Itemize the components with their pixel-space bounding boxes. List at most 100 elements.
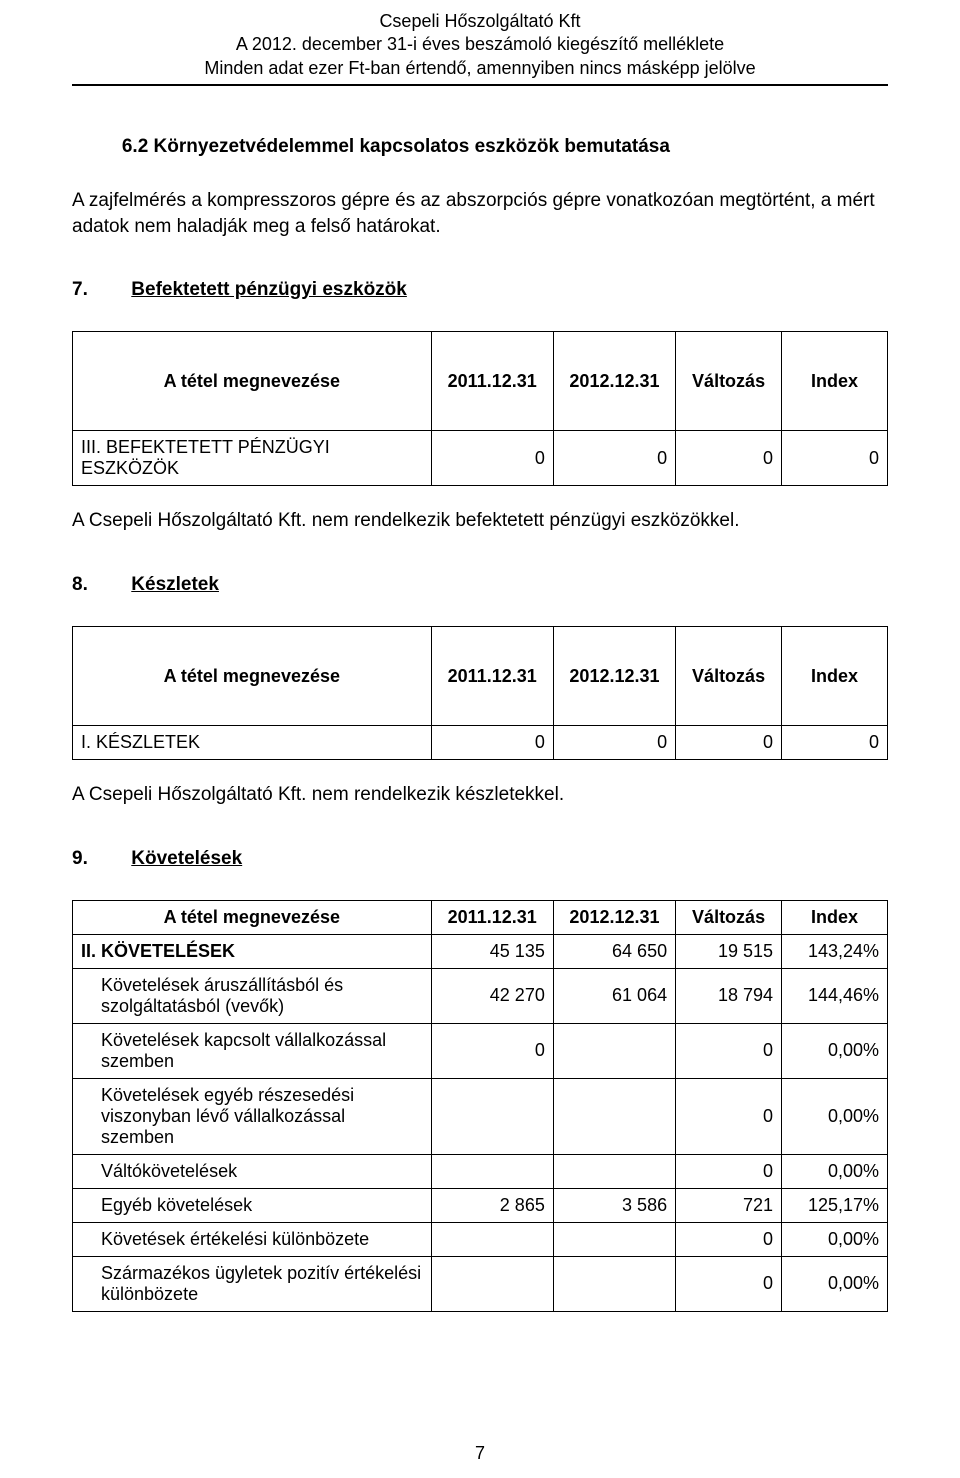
table-row: I. KÉSZLETEK 0 0 0 0 [73,726,888,760]
section-7-title: 7. Befektetett pénzügyi eszközök [72,279,888,301]
table-row: Követelések áruszállításból és szolgálta… [73,968,888,1023]
cell-value: 45 135 [431,934,553,968]
table-row: Váltókövetelések 00,00% [73,1154,888,1188]
cell-value: 61 064 [553,968,675,1023]
cell-label: Követések értékelési különbözete [73,1222,432,1256]
cell-value: 0,00% [782,1154,888,1188]
cell-value [431,1256,553,1311]
cell-label: Egyéb követelések [73,1188,432,1222]
document-page: Csepeli Hőszolgáltató Kft A 2012. decemb… [0,0,960,1478]
cell-label: III. BEFEKTETETT PÉNZÜGYI ESZKÖZÖK [73,431,432,486]
col-header: 2012.12.31 [553,332,675,431]
cell-value: 3 586 [553,1188,675,1222]
table-row: II. KÖVETELÉSEK45 13564 65019 515143,24% [73,934,888,968]
cell-label: Követelések egyéb részesedési viszonyban… [73,1078,432,1154]
section-9-number: 9. [72,848,126,870]
cell-value: 144,46% [782,968,888,1023]
col-header: 2011.12.31 [431,900,553,934]
cell-value [553,1222,675,1256]
col-header: 2012.12.31 [553,627,675,726]
cell-value [553,1154,675,1188]
cell-value: 64 650 [553,934,675,968]
col-header: A tétel megnevezése [73,627,432,726]
table-kovetelesek: A tétel megnevezése 2011.12.31 2012.12.3… [72,900,888,1312]
col-header: Változás [676,332,782,431]
cell-label: Váltókövetelések [73,1154,432,1188]
section-7-after-text: A Csepeli Hőszolgáltató Kft. nem rendelk… [72,508,888,534]
col-header: Index [782,900,888,934]
table-keszletek: A tétel megnevezése 2011.12.31 2012.12.3… [72,626,888,760]
col-header: Változás [676,900,782,934]
section-6-2-body: A zajfelmérés a kompresszoros gépre és a… [72,188,888,239]
col-header: A tétel megnevezése [73,332,432,431]
table-header-row: A tétel megnevezése 2011.12.31 2012.12.3… [73,900,888,934]
cell-value: 42 270 [431,968,553,1023]
cell-value: 0 [676,1078,782,1154]
header-line-1: Csepeli Hőszolgáltató Kft [72,10,888,33]
cell-label: I. KÉSZLETEK [73,726,432,760]
cell-value: 18 794 [676,968,782,1023]
section-9-title: 9. Követelések [72,848,888,870]
cell-value: 0,00% [782,1078,888,1154]
cell-value: 0 [431,726,553,760]
col-header: Index [782,627,888,726]
cell-value: 0 [676,431,782,486]
table-befektetett: A tétel megnevezése 2011.12.31 2012.12.3… [72,331,888,486]
section-9-title-text: Követelések [131,848,242,869]
table-row: Követelések kapcsolt vállalkozással szem… [73,1023,888,1078]
cell-label: II. KÖVETELÉSEK [73,934,432,968]
cell-label: Követelések áruszállításból és szolgálta… [73,968,432,1023]
cell-value: 0 [431,431,553,486]
col-header: 2012.12.31 [553,900,675,934]
section-8-title-text: Készletek [131,574,219,595]
section-8-after-text: A Csepeli Hőszolgáltató Kft. nem rendelk… [72,782,888,808]
header-line-3: Minden adat ezer Ft-ban értendő, amennyi… [72,57,888,80]
header-line-2: A 2012. december 31-i éves beszámoló kie… [72,33,888,56]
table-header-row: A tétel megnevezése 2011.12.31 2012.12.3… [73,332,888,431]
cell-value: 0 [782,431,888,486]
col-header: 2011.12.31 [431,332,553,431]
cell-value: 0 [553,431,675,486]
section-8-title: 8. Készletek [72,574,888,596]
cell-value: 125,17% [782,1188,888,1222]
cell-value: 0 [676,726,782,760]
cell-value [431,1078,553,1154]
cell-label: Származékos ügyletek pozitív értékelési … [73,1256,432,1311]
table-row: Követések értékelési különbözete 00,00% [73,1222,888,1256]
table-row: Egyéb követelések2 8653 586721125,17% [73,1188,888,1222]
section-7-title-text: Befektetett pénzügyi eszközök [131,279,407,300]
table-row: Származékos ügyletek pozitív értékelési … [73,1256,888,1311]
cell-value: 0 [782,726,888,760]
section-6-2-number: 6.2 [122,136,148,157]
section-6-2-title-text: Környezetvédelemmel kapcsolatos eszközök… [154,136,670,157]
cell-value: 0,00% [782,1222,888,1256]
cell-value [431,1222,553,1256]
cell-value: 0 [676,1023,782,1078]
cell-value: 0 [676,1222,782,1256]
cell-value [431,1154,553,1188]
cell-value [553,1256,675,1311]
col-header: A tétel megnevezése [73,900,432,934]
section-6-2-title: 6.2 Környezetvédelemmel kapcsolatos eszk… [106,136,888,158]
cell-value: 0 [676,1154,782,1188]
cell-value: 0 [431,1023,553,1078]
col-header: 2011.12.31 [431,627,553,726]
cell-label: Követelések kapcsolt vállalkozással szem… [73,1023,432,1078]
col-header: Változás [676,627,782,726]
table-header-row: A tétel megnevezése 2011.12.31 2012.12.3… [73,627,888,726]
cell-value: 143,24% [782,934,888,968]
section-8-number: 8. [72,574,126,596]
page-header: Csepeli Hőszolgáltató Kft A 2012. decemb… [72,10,888,86]
cell-value: 2 865 [431,1188,553,1222]
cell-value: 19 515 [676,934,782,968]
col-header: Index [782,332,888,431]
cell-value [553,1023,675,1078]
cell-value: 0,00% [782,1023,888,1078]
section-7-number: 7. [72,279,126,301]
cell-value: 0 [553,726,675,760]
cell-value: 0,00% [782,1256,888,1311]
table-row: III. BEFEKTETETT PÉNZÜGYI ESZKÖZÖK 0 0 0… [73,431,888,486]
page-number: 7 [0,1443,960,1464]
cell-value: 0 [676,1256,782,1311]
table-row: Követelések egyéb részesedési viszonyban… [73,1078,888,1154]
